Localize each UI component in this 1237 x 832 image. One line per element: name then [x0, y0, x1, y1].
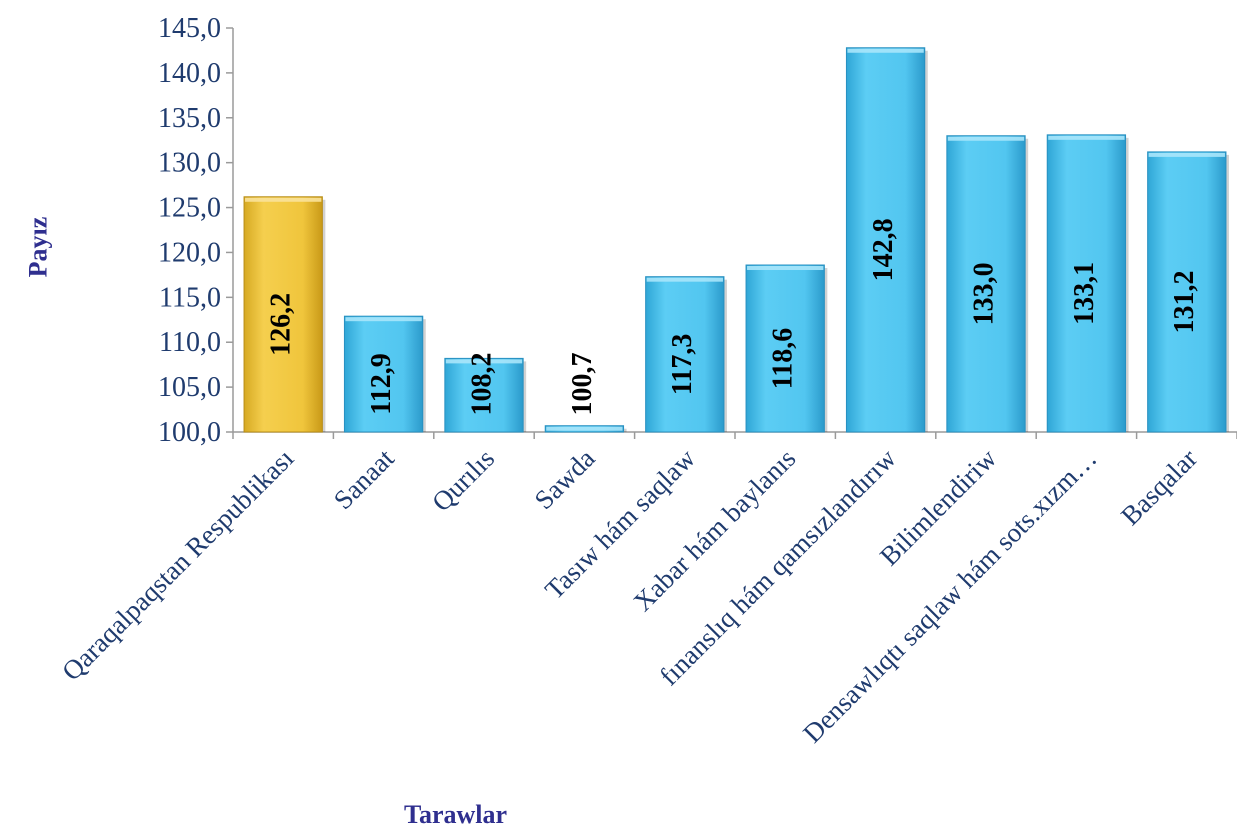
- x-tick-labels: Qaraqalpaqstan Respublikası Sanaat Qurılıs…: [56, 443, 1203, 749]
- x-tick-label: Qurılıs: [426, 443, 500, 517]
- bar: [946, 135, 1029, 433]
- bar-rect: [444, 357, 524, 433]
- bar: [544, 425, 627, 433]
- bar-value-label: 112,9: [366, 353, 397, 414]
- bar-rect: [1046, 134, 1127, 433]
- bar: [343, 315, 426, 433]
- bar: [645, 276, 727, 433]
- bar-rect: [645, 276, 725, 433]
- bar-rect: [1147, 151, 1227, 433]
- bar-value-label: 117,3: [667, 334, 698, 395]
- bar-rect: [845, 47, 926, 433]
- bar: [745, 264, 828, 433]
- bar-value-label: 126,2: [266, 293, 297, 356]
- bar-value-label: 100,7: [567, 353, 598, 416]
- bars: 126,2 112,9 108,2 100,7 117,3 118,6 142,8 133,0…: [243, 47, 1229, 433]
- axes: 100,0 105,0 110,0 115,0 120,0 125,0 130,0 135,0…: [158, 13, 1237, 448]
- y-tick-label: 110,0: [159, 327, 221, 358]
- bar-rect: [243, 196, 323, 433]
- bar-rect: [343, 315, 424, 433]
- y-tick-label: 100,0: [158, 417, 221, 448]
- bar: [845, 47, 928, 433]
- x-tick-label: Sanaat: [328, 443, 400, 515]
- bar-value-label: 142,8: [868, 218, 899, 281]
- x-tick-label: Sawda: [529, 443, 601, 515]
- bar-rect: [745, 264, 825, 433]
- bar: [1147, 151, 1229, 433]
- y-tick-label: 140,0: [158, 58, 221, 89]
- y-tick-label: 145,0: [158, 13, 221, 44]
- x-tick-label: Basqalar: [1115, 443, 1203, 531]
- bar-value-label: 133,0: [968, 262, 999, 325]
- y-tick-label: 115,0: [159, 282, 221, 313]
- bar: [243, 196, 326, 433]
- bar-rect: [946, 135, 1026, 433]
- bar-value-label: 133,1: [1069, 262, 1100, 325]
- y-tick-label: 125,0: [158, 193, 221, 224]
- y-tick-label: 130,0: [158, 148, 221, 179]
- bar-value-label: 118,6: [768, 328, 799, 389]
- y-tick-label: 135,0: [158, 103, 221, 134]
- y-tick-label: 105,0: [158, 372, 221, 403]
- x-axis-title: Tarawlar: [404, 800, 508, 829]
- bar: [1046, 134, 1129, 433]
- bar-value-label: 108,2: [466, 353, 497, 416]
- x-tick-label: Qaraqalpaqstan Respublikası: [56, 443, 299, 686]
- bar: [444, 357, 527, 433]
- y-tick-label: 120,0: [158, 237, 221, 268]
- bar-value-label: 131,2: [1169, 270, 1200, 333]
